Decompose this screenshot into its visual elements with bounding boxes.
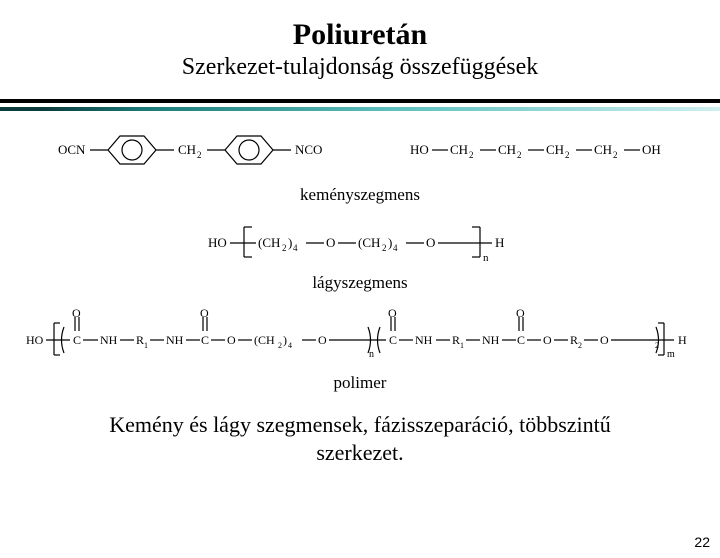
slide-subtitle: Szerkezet-tulajdonság összefüggések (0, 54, 720, 81)
s2-close-a: ) (288, 235, 292, 250)
p-2: 2 (278, 341, 282, 350)
p-n: n (369, 349, 374, 360)
p-r2: R (570, 333, 578, 347)
p-o6: O (600, 333, 609, 347)
p-nh3: NH (415, 333, 433, 347)
hard-segment-structures: OCN CH 2 NCO HO CH 2 CH 2 CH 2 CH 2 OH (0, 121, 720, 179)
s2-o1: O (326, 235, 335, 250)
p-o5: O (543, 333, 552, 347)
slide-title: Poliuretán (0, 18, 720, 52)
soft-segment-structure: HO (CH 2 ) 4 O (CH 2 ) 4 O n H (0, 217, 720, 267)
s2-4a: 4 (293, 243, 298, 253)
conclusion-line-1: Kemény és lágy szegmensek, fázisszeparác… (109, 412, 611, 437)
txt-ch2b-sub: 2 (517, 150, 522, 160)
s2-ho: HO (208, 235, 227, 250)
s2-close-b: ) (388, 235, 392, 250)
txt-ch2a: CH (450, 142, 468, 157)
s2-2b: 2 (382, 243, 387, 253)
p-r1b-sub: 1 (460, 341, 464, 350)
s2-n: n (483, 252, 489, 264)
txt-ch2c: CH (546, 142, 564, 157)
s2-ch24b: (CH (358, 235, 380, 250)
txt-ch2d-sub: 2 (613, 150, 618, 160)
label-polymer: polimer (0, 373, 720, 393)
s2-4b: 4 (393, 243, 398, 253)
structure-row-2: HO (CH 2 ) 4 O (CH 2 ) 4 O n H (180, 217, 540, 267)
p-4: 4 (288, 341, 292, 350)
p-close: ) (283, 333, 287, 347)
p-c4: C (517, 333, 525, 347)
p-o4t: O (388, 306, 397, 320)
p-m: m (667, 349, 675, 360)
rule-black (0, 99, 720, 103)
s2-o2: O (426, 235, 435, 250)
rule-teal (0, 107, 720, 111)
p-ch24: (CH (254, 333, 275, 347)
conclusion-text: Kemény és lágy szegmensek, fázisszeparác… (0, 411, 720, 466)
p-o5t: O (516, 306, 525, 320)
p-r1b: R (452, 333, 460, 347)
p-c2: C (201, 333, 209, 347)
p-r1a: R (136, 333, 144, 347)
txt-ch2-sub: 2 (197, 150, 202, 160)
txt-ch2d: CH (594, 142, 612, 157)
label-soft-segment: lágyszegmens (0, 273, 720, 293)
txt-oh: OH (642, 142, 661, 157)
p-r1a-sub: 1 (144, 341, 148, 350)
label-hard-segment: keményszegmens (0, 185, 720, 205)
structure-row-3: HO O C NH R 1 NH O C O (CH 2 ) 4 O n O C… (20, 305, 700, 367)
p-2x: 2 (655, 341, 659, 350)
txt-ch2: CH (178, 142, 196, 157)
p-o1: O (72, 306, 81, 320)
txt-ch2b: CH (498, 142, 516, 157)
conclusion-line-2: szerkezet. (316, 440, 403, 465)
p-nh4: NH (482, 333, 500, 347)
p-r2-sub: 2 (578, 341, 582, 350)
p-c3: C (389, 333, 397, 347)
p-o2t: O (200, 306, 209, 320)
p-h: H (678, 333, 687, 347)
p-o3: O (318, 333, 327, 347)
polymer-structure: HO O C NH R 1 NH O C O (CH 2 ) 4 O n O C… (0, 305, 720, 367)
txt-ch2c-sub: 2 (565, 150, 570, 160)
txt-ocn: OCN (58, 142, 86, 157)
txt-ho: HO (410, 142, 429, 157)
page-number: 22 (694, 534, 710, 550)
p-ho: HO (26, 333, 44, 347)
txt-ch2a-sub: 2 (469, 150, 474, 160)
s2-h: H (495, 235, 504, 250)
s2-ch24a: (CH (258, 235, 280, 250)
p-c1: C (73, 333, 81, 347)
txt-nco: NCO (295, 142, 322, 157)
s2-2a: 2 (282, 243, 287, 253)
p-nh1: NH (100, 333, 118, 347)
title-divider (0, 99, 720, 111)
p-nh2: NH (166, 333, 184, 347)
p-o2: O (227, 333, 236, 347)
structure-row-1: OCN CH 2 NCO HO CH 2 CH 2 CH 2 CH 2 OH (50, 121, 670, 179)
